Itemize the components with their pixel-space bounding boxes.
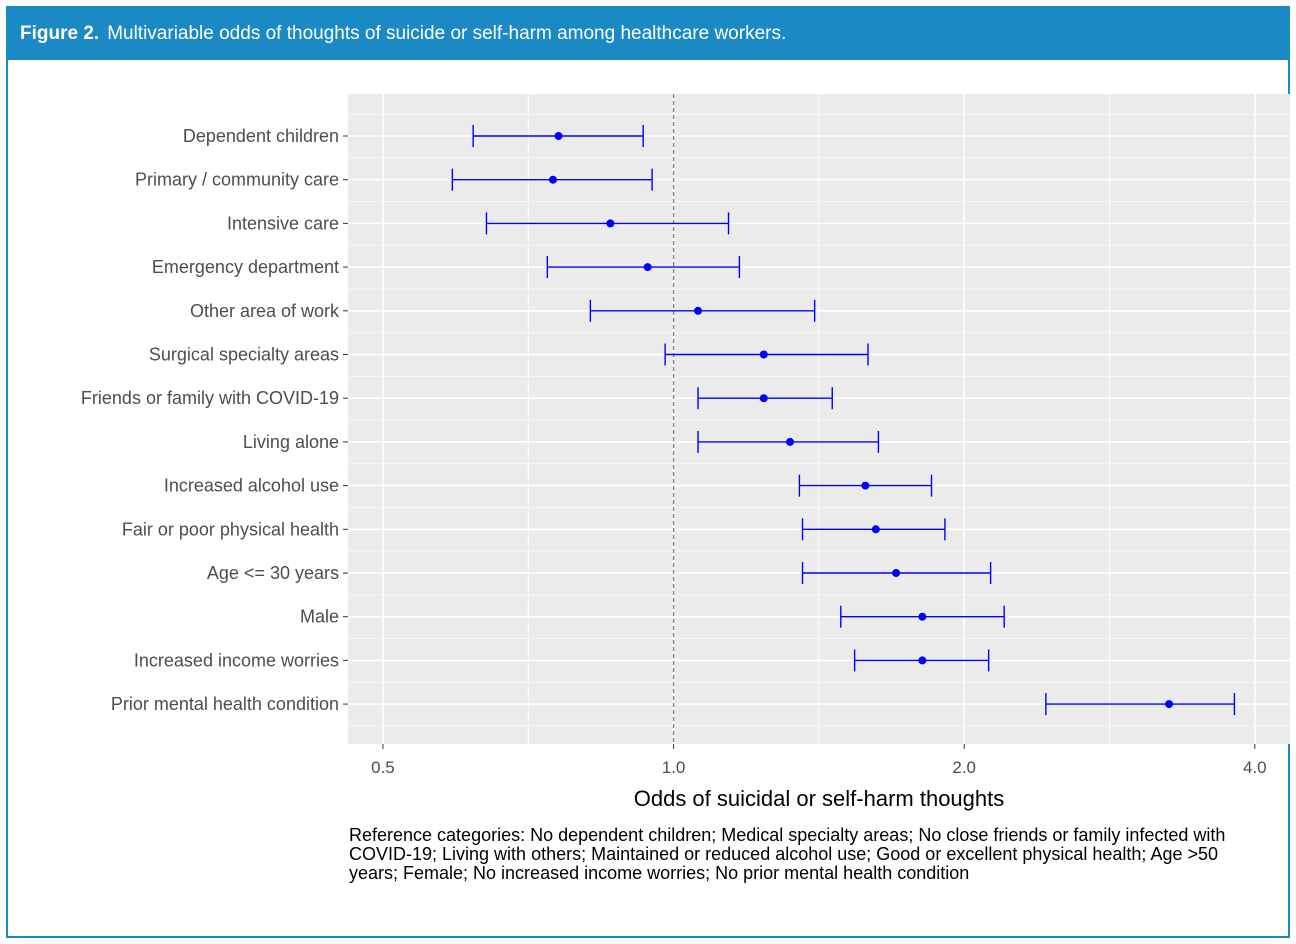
error-bar-row [472, 125, 644, 147]
y-tick-label: Surgical specialty areas [149, 345, 339, 365]
error-bar-row [697, 387, 833, 410]
error-bar-row [801, 518, 946, 541]
estimate-point [918, 656, 927, 665]
estimate-point [759, 394, 768, 403]
reference-categories-note: Reference categories: No dependent child… [349, 825, 1226, 883]
estimate-point [892, 569, 901, 577]
error-bar-row [451, 168, 653, 191]
y-tick-label: Primary / community care [135, 170, 339, 190]
estimate-point [1165, 700, 1174, 709]
y-tick-label: Prior mental health condition [111, 694, 339, 714]
y-tick-label: Dependent children [183, 126, 339, 146]
y-tick-label: Increased income worries [134, 650, 339, 670]
y-tick-label: Friends or family with COVID-19 [81, 388, 339, 408]
error-bar-row [840, 605, 1005, 628]
error-bar-row [589, 299, 816, 322]
y-tick-label: Living alone [243, 432, 339, 452]
error-bar-row [801, 562, 992, 584]
error-bar-row [697, 430, 880, 453]
estimate-point [694, 306, 703, 315]
estimate-point [871, 525, 880, 534]
estimate-point [759, 350, 768, 359]
error-bar-row [853, 649, 990, 672]
figure-caption: Multivariable odds of thoughts of suicid… [107, 23, 787, 44]
figure-label: Figure 2. [20, 23, 100, 44]
y-tick-label: Fair or poor physical health [122, 519, 339, 539]
y-tick-label: Male [300, 607, 339, 627]
estimate-point [643, 263, 652, 272]
figure-header: Figure 2. Multivariable odds of thoughts … [8, 8, 1288, 60]
x-tick-label: 0.5 [371, 758, 395, 777]
estimate-point [548, 175, 557, 184]
y-tick-label: Emergency department [152, 257, 339, 277]
error-bar-row [664, 343, 869, 366]
estimate-point [785, 437, 794, 446]
x-axis-title: Odds of suicidal or self-harm thoughts [634, 786, 1005, 811]
error-bar-row [1045, 693, 1236, 716]
x-tick-label: 2.0 [952, 758, 976, 777]
estimate-point [606, 219, 615, 228]
estimate-point [918, 612, 927, 621]
estimate-point [554, 132, 563, 140]
y-tick-label: Other area of work [190, 301, 340, 321]
y-tick-label: Increased alcohol use [164, 476, 339, 496]
error-bar-row [485, 212, 730, 235]
y-tick-label: Intensive care [227, 213, 339, 233]
estimate-point [861, 481, 870, 490]
x-tick-label: 4.0 [1243, 758, 1267, 777]
y-tick-label: Age <= 30 years [207, 563, 339, 583]
x-tick-label: 1.0 [662, 758, 686, 777]
error-bar-row [798, 474, 933, 497]
error-bar-row [546, 256, 741, 279]
